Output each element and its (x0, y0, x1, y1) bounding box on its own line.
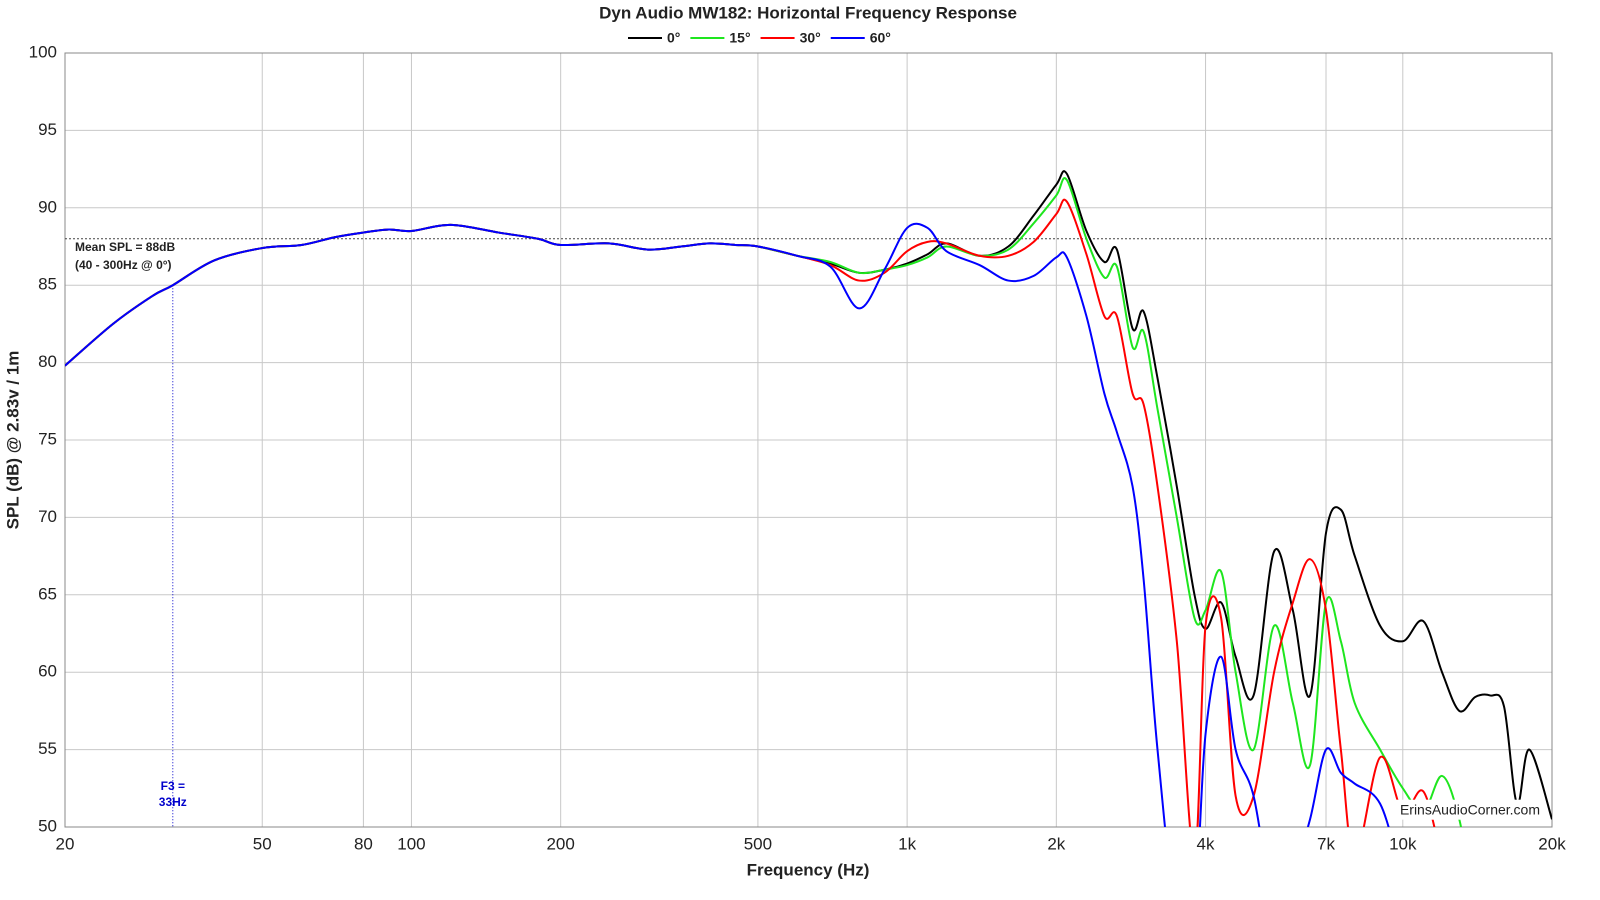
y-tick-label: 50 (38, 816, 57, 835)
mean-spl-note: (40 - 300Hz @ 0°) (75, 258, 172, 272)
f3-label: F3 = (161, 779, 185, 793)
series-line (65, 222, 1390, 827)
watermark-bg (1395, 799, 1544, 820)
x-tick-label: 80 (354, 834, 373, 853)
x-tick-label: 20k (1538, 834, 1566, 853)
x-axis-label: Frequency (Hz) (747, 860, 870, 879)
x-tick-label: 4k (1197, 834, 1215, 853)
y-tick-label: 85 (38, 275, 57, 294)
x-tick-label: 20 (56, 834, 75, 853)
x-tick-label: 7k (1317, 834, 1335, 853)
y-tick-label: 95 (38, 120, 57, 139)
f3-value-label: 33Hz (159, 795, 187, 809)
y-tick-label: 90 (38, 197, 57, 216)
x-tick-label: 500 (744, 834, 772, 853)
legend-label: 0° (667, 30, 680, 46)
legend-label: 30° (800, 30, 821, 46)
y-tick-label: 80 (38, 352, 57, 371)
legend-label: 15° (729, 30, 750, 46)
y-tick-label: 55 (38, 739, 57, 758)
legend-label: 60° (870, 30, 891, 46)
x-tick-label: 1k (898, 834, 916, 853)
x-tick-label: 50 (253, 834, 272, 853)
plot-frame (64, 52, 1553, 828)
watermark: ErinsAudioCorner.com (1400, 802, 1540, 818)
x-tick-label: 200 (546, 834, 574, 853)
x-tick-label: 100 (397, 834, 425, 853)
y-tick-label: 100 (29, 42, 57, 61)
x-tick-label: 10k (1389, 834, 1417, 853)
y-axis-label: SPL (dB) @ 2.83v / 1m (3, 351, 22, 530)
chart-title: Dyn Audio MW182: Horizontal Frequency Re… (599, 3, 1017, 22)
series-group (65, 170, 1552, 827)
y-tick-label: 75 (38, 429, 57, 448)
y-tick-label: 70 (38, 507, 57, 526)
mean-spl-label: Mean SPL = 88dB (75, 240, 175, 254)
y-tick-label: 65 (38, 584, 57, 603)
y-tick-label: 60 (38, 662, 57, 681)
x-tick-label: 2k (1047, 834, 1065, 853)
